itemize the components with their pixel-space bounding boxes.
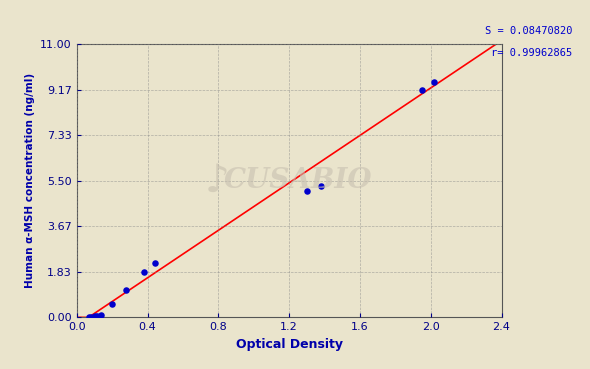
Point [122, 287, 131, 293]
Point [417, 87, 427, 93]
Point [97, 312, 106, 318]
Point [92, 313, 102, 319]
Point [107, 301, 117, 307]
Point [430, 79, 439, 85]
Y-axis label: Human α-MSH concentration (ng/ml): Human α-MSH concentration (ng/ml) [25, 73, 35, 288]
Point [88, 314, 98, 320]
Point [302, 188, 312, 194]
Text: CUSABIO: CUSABIO [224, 167, 372, 194]
Point [90, 313, 100, 319]
X-axis label: Optical Density: Optical Density [235, 338, 343, 351]
Text: r= 0.99962865: r= 0.99962865 [491, 48, 572, 58]
Point [150, 260, 159, 266]
Text: S = 0.08470820: S = 0.08470820 [485, 26, 572, 36]
Text: ♪: ♪ [205, 162, 230, 200]
Point [316, 183, 326, 189]
Point [87, 314, 96, 320]
Point [84, 314, 93, 320]
Point [139, 269, 149, 275]
